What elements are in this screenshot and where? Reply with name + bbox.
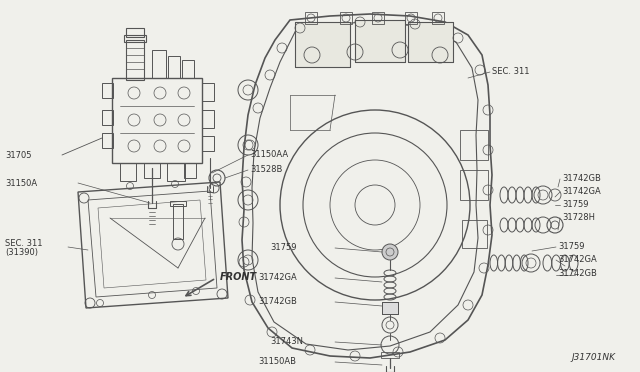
Bar (182, 60, 194, 78)
Bar (170, 201, 186, 206)
Text: 31742GB: 31742GB (562, 173, 601, 183)
Text: 31150A: 31150A (5, 179, 37, 187)
Bar (173, 204, 183, 239)
Text: 31150AA: 31150AA (250, 150, 288, 158)
Text: 31759: 31759 (270, 243, 296, 251)
Text: 31742GA: 31742GA (258, 273, 297, 282)
Bar (382, 302, 398, 314)
Text: 31728H: 31728H (562, 212, 595, 221)
Text: FRONT: FRONT (220, 272, 257, 282)
Bar (382, 302, 398, 314)
Bar (124, 35, 146, 42)
Bar (462, 220, 487, 248)
Bar (408, 22, 453, 62)
Text: 31528B: 31528B (250, 164, 282, 173)
Bar (202, 83, 214, 101)
Bar (120, 163, 136, 181)
Text: 31759: 31759 (558, 241, 584, 250)
Bar (152, 50, 166, 78)
Bar (381, 352, 399, 358)
Bar (460, 130, 488, 160)
Text: 31742GB: 31742GB (258, 296, 297, 305)
Text: 31759: 31759 (562, 199, 589, 208)
Bar (168, 56, 180, 78)
Bar (202, 110, 214, 128)
Bar (126, 40, 144, 80)
Bar (408, 22, 453, 62)
Bar (184, 163, 196, 178)
Text: J31701NK: J31701NK (571, 353, 615, 362)
Bar (126, 28, 144, 37)
Bar (432, 12, 444, 24)
Bar (295, 22, 350, 67)
Text: SEC. 311: SEC. 311 (5, 238, 42, 247)
Text: 31742GB: 31742GB (558, 269, 597, 279)
Text: 31742GA: 31742GA (558, 254, 596, 263)
Bar (405, 12, 417, 24)
Circle shape (382, 244, 398, 260)
Bar (144, 163, 160, 178)
Bar (295, 22, 350, 67)
Bar (305, 12, 317, 24)
Bar (202, 136, 214, 151)
Bar (355, 20, 405, 62)
Bar (355, 20, 405, 62)
Text: 31743N: 31743N (270, 337, 303, 346)
Bar (102, 83, 113, 98)
Text: 31150AB: 31150AB (258, 356, 296, 366)
Bar (102, 133, 113, 148)
Bar (167, 163, 185, 181)
Text: 31705: 31705 (5, 151, 31, 160)
Text: (31390): (31390) (5, 248, 38, 257)
Bar (372, 12, 384, 24)
Bar (382, 302, 398, 314)
Bar (102, 110, 113, 125)
Text: SEC. 311: SEC. 311 (492, 67, 529, 76)
Bar (460, 170, 488, 200)
Text: 31742GA: 31742GA (562, 186, 601, 196)
Bar (340, 12, 352, 24)
